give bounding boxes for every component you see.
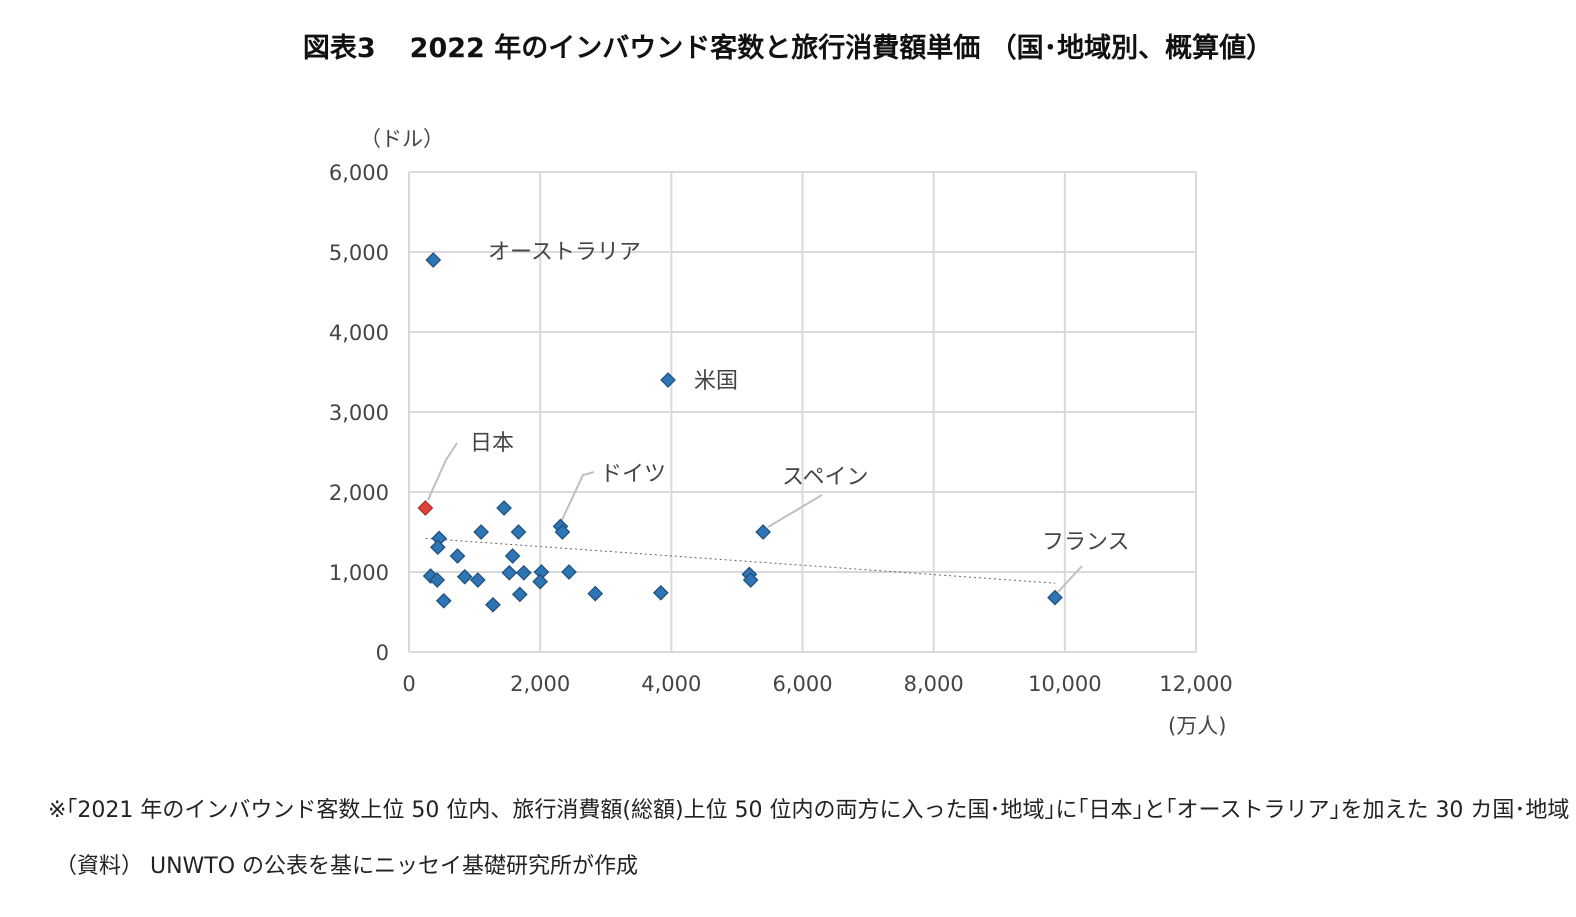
data-point (470, 572, 486, 588)
y-axis-unit-label: （ドル） (360, 127, 444, 151)
data-point (510, 524, 527, 540)
label-spain: スペイン (782, 465, 868, 490)
data-point (425, 252, 442, 268)
footnote: ※｢2021 年のインバウンド客数上位 50 位内、旅行消費額(総額)上位 50… (48, 798, 1570, 823)
label-france: フランス (1042, 530, 1130, 555)
data-point (429, 572, 446, 588)
label-australia: オーストラリア (488, 240, 641, 265)
x-axis-unit-label: (万人) (1168, 714, 1226, 738)
y-tick-label: 0 (376, 641, 389, 665)
y-tick-label: 5,000 (329, 241, 389, 265)
data-point (554, 524, 571, 540)
data-point (456, 568, 473, 585)
data-point (532, 573, 549, 590)
x-axis-ticks: 0 2,000 4,000 6,000 8,000 10,000 12,000 (402, 672, 1232, 696)
x-tick-label: 8,000 (904, 672, 964, 696)
data-point (587, 585, 604, 602)
x-tick-label: 6,000 (772, 672, 832, 696)
figure-title-text: 2022 年のインバウンド客数と旅行消費額単価 （国･地域別、概算値） (409, 33, 1274, 64)
y-axis-ticks: 0 1,000 2,000 3,000 4,000 5,000 6,000 (329, 161, 389, 665)
data-point (501, 564, 518, 581)
chart-grid (408, 171, 1197, 653)
data-point (561, 564, 577, 580)
data-point-japan (417, 500, 434, 516)
callout-line (561, 471, 595, 521)
data-point (652, 584, 669, 601)
data-point (496, 500, 512, 516)
data-point (504, 548, 521, 564)
data-point (660, 372, 676, 388)
y-tick-label: 6,000 (329, 161, 389, 185)
data-point (742, 572, 759, 588)
data-point (435, 592, 452, 609)
trend-line (425, 537, 1056, 584)
x-tick-label: 0 (402, 672, 415, 696)
y-tick-label: 3,000 (329, 401, 389, 425)
x-tick-label: 12,000 (1159, 672, 1232, 696)
y-tick-label: 4,000 (329, 321, 389, 345)
data-point (473, 524, 489, 540)
callout-line (1057, 565, 1083, 593)
label-japan: 日本 (470, 431, 514, 456)
x-tick-label: 4,000 (641, 672, 701, 696)
figure-number: 図表3 (302, 33, 376, 64)
data-point (755, 524, 771, 540)
label-usa: 米国 (694, 369, 738, 394)
data-points (417, 252, 1063, 613)
data-point (430, 539, 446, 556)
data-point (515, 564, 532, 581)
label-germany: ドイツ (600, 462, 666, 487)
callout-line (427, 442, 458, 501)
y-tick-label: 2,000 (329, 481, 389, 505)
data-point (1047, 589, 1063, 606)
callout-lines (427, 442, 1083, 593)
y-tick-label: 1,000 (329, 561, 389, 585)
x-tick-label: 2,000 (510, 672, 570, 696)
callout-line (767, 494, 823, 528)
data-point (485, 596, 501, 613)
source-note: （資料） UNWTO の公表を基にニッセイ基礎研究所が作成 (55, 854, 639, 879)
data-point (511, 586, 528, 603)
x-tick-label: 10,000 (1028, 672, 1101, 696)
data-point (449, 548, 466, 564)
scatter-chart: 0 1,000 2,000 3,000 4,000 5,000 6,000 0 2,000 4,… (329, 127, 1233, 738)
chart-title: 図表3 2022 年のインバウンド客数と旅行消費額単価 （国･地域別、概算値） (0, 26, 1576, 65)
